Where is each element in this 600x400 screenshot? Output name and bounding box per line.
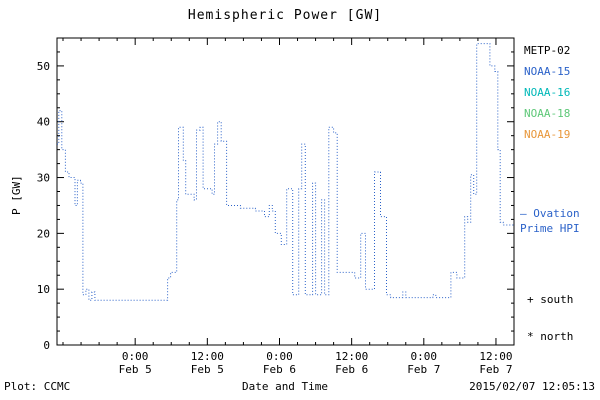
north-marker-legend: * north: [527, 330, 574, 343]
svg-text:12:00: 12:00: [335, 350, 368, 363]
legend-item-noaa16: NOAA-16: [524, 86, 571, 99]
svg-text:0:00: 0:00: [266, 350, 293, 363]
legend-item-metp02: METP-02: [524, 44, 571, 57]
svg-text:0:00: 0:00: [411, 350, 438, 363]
svg-text:Feb 5: Feb 5: [191, 363, 224, 376]
plot-timestamp: 2015/02/07 12:05:13: [469, 380, 595, 393]
svg-text:50: 50: [37, 60, 50, 73]
svg-text:Feb 6: Feb 6: [335, 363, 368, 376]
svg-text:0: 0: [43, 339, 50, 352]
svg-text:0:00: 0:00: [122, 350, 149, 363]
chart-title: Hemispheric Power [GW]: [187, 8, 383, 23]
y-axis-label: P [GW]: [10, 175, 23, 215]
svg-text:Feb 7: Feb 7: [407, 363, 440, 376]
plot-source-label: Plot: CCMC: [4, 380, 71, 393]
svg-text:Feb 6: Feb 6: [263, 363, 296, 376]
legend-satellites: METP-02 NOAA-15 NOAA-16 NOAA-18 NOAA-19: [524, 44, 570, 141]
svg-text:40: 40: [37, 116, 50, 129]
ovation-legend-line1: — Ovation: [520, 207, 580, 220]
x-axis-label: Date and Time: [241, 380, 329, 393]
ovation-prime-legend: — Ovation Prime HPI: [520, 206, 580, 236]
legend-item-noaa15: NOAA-15: [524, 65, 571, 78]
svg-text:12:00: 12:00: [191, 350, 224, 363]
legend-item-noaa19: NOAA-19: [524, 128, 571, 141]
svg-text:20: 20: [37, 227, 50, 240]
ovation-legend-line2: Prime HPI: [520, 222, 580, 235]
south-marker-legend: + south: [527, 293, 574, 306]
svg-text:12:00: 12:00: [479, 350, 512, 363]
svg-text:10: 10: [37, 283, 50, 296]
legend-item-noaa18: NOAA-18: [524, 107, 571, 120]
svg-text:Feb 5: Feb 5: [119, 363, 152, 376]
svg-text:30: 30: [37, 172, 50, 185]
svg-text:Feb 7: Feb 7: [479, 363, 512, 376]
